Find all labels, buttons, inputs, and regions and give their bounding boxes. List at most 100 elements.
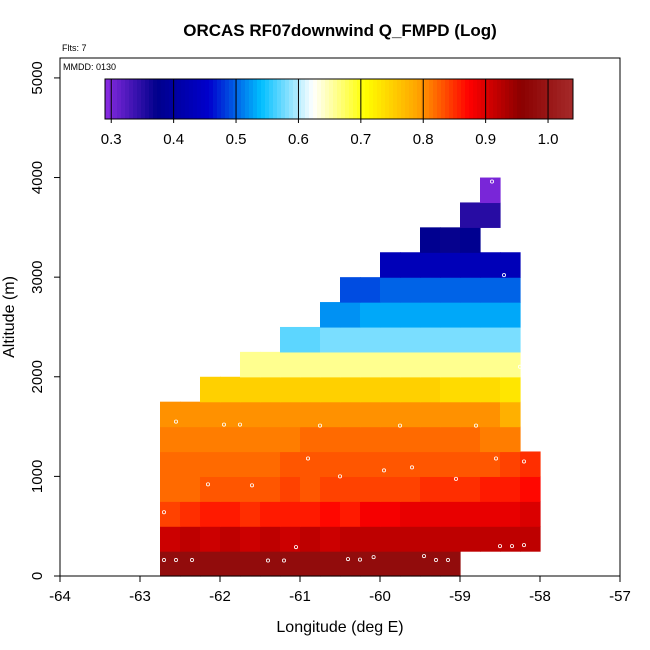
- heatmap-cell: [380, 351, 401, 378]
- colorbar-swatch: [565, 79, 570, 119]
- heatmap-cell: [500, 526, 521, 552]
- colorbar-tick-label: 0.9: [475, 131, 496, 148]
- colorbar-swatch: [137, 79, 142, 119]
- colorbar-swatch: [393, 79, 398, 119]
- heatmap-cell: [440, 252, 461, 278]
- heatmap-cell: [440, 451, 461, 477]
- colorbar-swatch: [457, 79, 462, 119]
- colorbar-swatch: [201, 79, 206, 119]
- colorbar-swatch: [117, 79, 122, 119]
- heatmap-cell: [180, 526, 201, 552]
- colorbar-swatch: [301, 79, 306, 119]
- heatmap-cell: [160, 526, 181, 552]
- heatmap-cell: [220, 526, 241, 552]
- observation-point: [305, 456, 310, 461]
- observation-point: [371, 555, 376, 560]
- heatmap-cell: [500, 302, 521, 328]
- observation-point: [522, 459, 527, 464]
- heatmap-cell: [360, 376, 381, 403]
- x-tick-label: -64: [49, 588, 71, 605]
- colorbar-swatch: [345, 79, 350, 119]
- colorbar-swatch: [197, 79, 202, 119]
- observation-point: [473, 423, 478, 428]
- heatmap-cell: [260, 401, 281, 428]
- colorbar-swatch: [193, 79, 198, 119]
- observation-point: [161, 558, 166, 563]
- colorbar-swatch: [361, 79, 366, 119]
- colorbar-swatch: [229, 79, 234, 119]
- colorbar-swatch: [509, 79, 514, 119]
- heatmap-cell: [240, 476, 261, 502]
- heatmap-cell: [480, 302, 501, 328]
- heatmap-cell: [480, 376, 501, 403]
- colorbar-swatch: [245, 79, 250, 119]
- heatmap-cell: [400, 451, 421, 477]
- heatmap-cell: [360, 401, 381, 428]
- heatmap-cell: [320, 501, 341, 527]
- heatmap-cell: [360, 277, 381, 303]
- colorbar-swatch: [261, 79, 266, 119]
- colorbar-swatch: [481, 79, 486, 119]
- observation-point: [409, 465, 414, 470]
- heatmap-cell: [320, 401, 341, 428]
- colorbar-swatch: [213, 79, 218, 119]
- heatmap-cell: [200, 426, 221, 453]
- heatmap-cell: [460, 351, 481, 378]
- heatmap-cell: [440, 227, 461, 253]
- colorbar-swatch: [433, 79, 438, 119]
- heatmap-cell: [280, 401, 301, 428]
- colorbar-swatch: [321, 79, 326, 119]
- heatmap-cell: [300, 451, 321, 477]
- colorbar-swatch: [373, 79, 378, 119]
- heatmap-cell: [360, 476, 381, 502]
- heatmap-cell: [400, 526, 421, 552]
- heatmap-cell: [480, 476, 501, 502]
- heatmap-cell: [240, 351, 261, 378]
- heatmap-cell: [340, 526, 361, 552]
- colorbar-swatch: [177, 79, 182, 119]
- heatmap-cell: [220, 551, 241, 577]
- heatmap-cell: [460, 326, 481, 353]
- colorbar-swatch: [505, 79, 510, 119]
- colorbar-swatch: [517, 79, 522, 119]
- colorbar-swatch: [281, 79, 286, 119]
- colorbar-swatch: [353, 79, 358, 119]
- colorbar-swatch: [297, 79, 302, 119]
- heatmap-cell: [260, 501, 281, 527]
- colorbar-swatch: [377, 79, 382, 119]
- heatmap-cell: [480, 252, 501, 278]
- x-tick-label: -57: [609, 588, 631, 605]
- heatmap-cell: [380, 401, 401, 428]
- colorbar-swatch: [541, 79, 546, 119]
- heatmap-cell: [280, 451, 301, 477]
- heatmap-cell: [460, 526, 481, 552]
- heatmap-cell: [180, 451, 201, 477]
- heatmap-cell: [240, 501, 261, 527]
- colorbar-swatch: [473, 79, 478, 119]
- colorbar-swatch: [513, 79, 518, 119]
- colorbar-swatch: [133, 79, 138, 119]
- heatmap-cell: [460, 426, 481, 453]
- heatmap-cell: [160, 476, 181, 502]
- heatmap-cell: [480, 501, 501, 527]
- heatmap-cell: [180, 476, 201, 502]
- colorbar-swatch: [369, 79, 374, 119]
- heatmap-cell: [240, 376, 261, 403]
- heatmap-cell: [400, 401, 421, 428]
- heatmap-cell: [460, 376, 481, 403]
- observation-point: [397, 423, 402, 428]
- colorbar-swatch: [521, 79, 526, 119]
- observation-point: [453, 476, 458, 481]
- heatmap-cell: [400, 551, 421, 577]
- heatmap-cell: [280, 376, 301, 403]
- heatmap-cell: [380, 326, 401, 353]
- colorbar-swatch: [309, 79, 314, 119]
- heatmap-cell: [320, 302, 341, 328]
- heatmap-cell: [300, 526, 321, 552]
- observation-point: [161, 510, 166, 515]
- colorbar-swatch: [409, 79, 414, 119]
- heatmap-cell: [440, 551, 461, 577]
- heatmap-cell: [520, 476, 541, 502]
- colorbar-swatch: [241, 79, 246, 119]
